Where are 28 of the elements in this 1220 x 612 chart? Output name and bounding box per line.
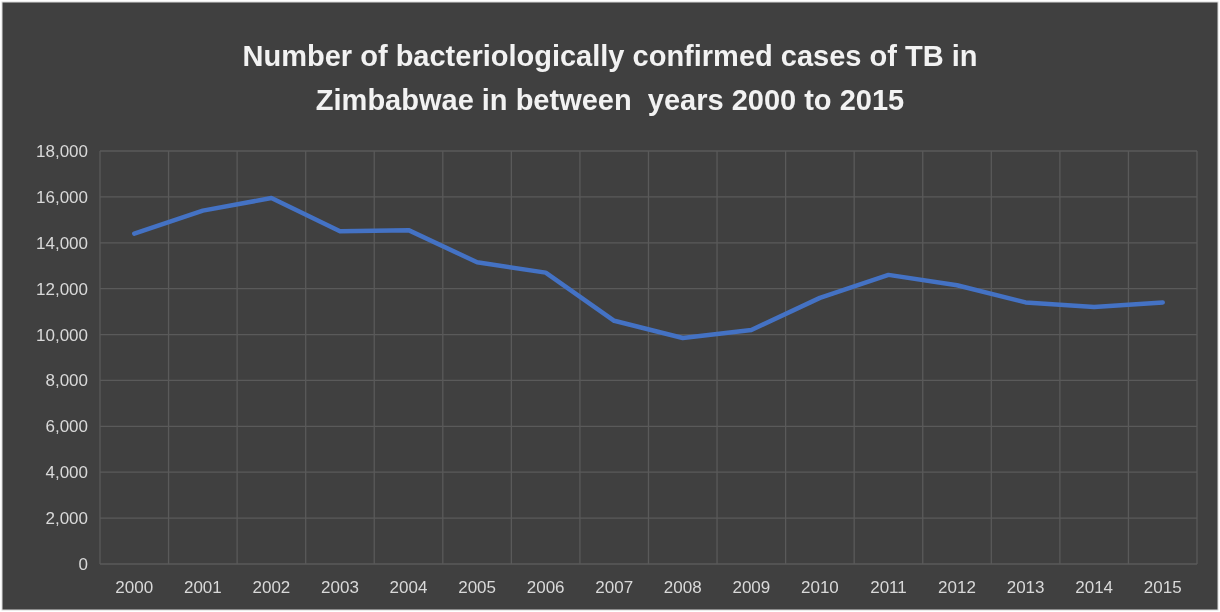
y-tick-label: 10,000 bbox=[36, 325, 88, 345]
x-tick-label: 2005 bbox=[458, 578, 497, 597]
x-tick-label: 2010 bbox=[800, 578, 839, 597]
y-tick-label: 14,000 bbox=[36, 233, 88, 253]
x-tick-label: 2007 bbox=[595, 578, 634, 597]
y-tick-label: 0 bbox=[78, 554, 88, 574]
y-tick-label: 2,000 bbox=[45, 509, 88, 529]
x-tick-label: 2012 bbox=[938, 578, 976, 597]
x-tick-label: 2002 bbox=[252, 578, 291, 597]
x-tick-label: 2015 bbox=[1143, 578, 1182, 597]
y-tick-label: 8,000 bbox=[45, 371, 88, 391]
x-tick-label: 2011 bbox=[870, 578, 907, 597]
x-tick-label: 2004 bbox=[389, 578, 428, 597]
x-tick-label: 2003 bbox=[321, 578, 359, 597]
y-tick-label: 4,000 bbox=[45, 463, 88, 483]
chart-title: Number of bacteriologically confirmed cases of TB in Zimbabwae in between years 2000 to 2015 bbox=[242, 40, 978, 116]
x-tick-label: 2014 bbox=[1075, 578, 1114, 597]
x-tick-label: 2009 bbox=[732, 578, 771, 597]
y-tick-label: 6,000 bbox=[45, 417, 88, 437]
y-tick-label: 18,000 bbox=[36, 141, 88, 161]
x-tick-label: 2001 bbox=[183, 578, 222, 597]
x-tick-label: 2000 bbox=[115, 578, 154, 597]
y-tick-label: 16,000 bbox=[36, 187, 88, 207]
x-tick-label: 2008 bbox=[663, 578, 702, 597]
x-tick-label: 2006 bbox=[526, 578, 565, 597]
y-tick-label: 12,000 bbox=[36, 279, 88, 299]
line-series bbox=[132, 195, 1165, 341]
x-tick-label: 2013 bbox=[1006, 578, 1045, 597]
